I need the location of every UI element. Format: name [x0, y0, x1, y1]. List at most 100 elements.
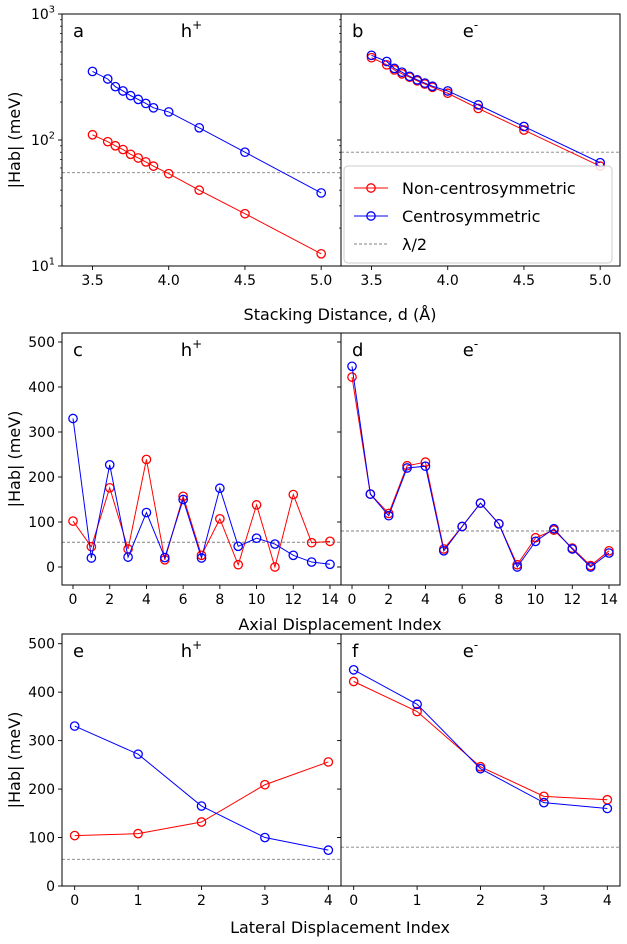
- x-tick-label: 4: [603, 893, 612, 909]
- noncentro-point: [133, 828, 143, 839]
- centro-point: [427, 81, 438, 92]
- x-tick-label: 3.5: [360, 273, 382, 289]
- noncentro-series-line: [351, 377, 610, 567]
- panel-carrier-label: e-: [463, 18, 478, 42]
- x-axis-label-row-1: Stacking Distance, d (Å): [244, 305, 437, 324]
- y-axis-label: |Hab| (meV): [5, 411, 24, 508]
- x-tick-label: 3.5: [81, 273, 103, 289]
- centro-point: [442, 86, 453, 96]
- centro-point: [404, 71, 415, 82]
- noncentro-point: [473, 103, 484, 114]
- centro-point: [110, 81, 121, 92]
- centro-point: [141, 507, 152, 518]
- y-tick-label: 200: [28, 470, 55, 486]
- centro-point: [473, 100, 484, 110]
- legend-box: [343, 165, 613, 264]
- x-tick-label: 4.5: [234, 273, 256, 289]
- x-tick-label: 0: [69, 592, 78, 608]
- noncentro-point: [68, 516, 78, 526]
- y-tick-label: 103: [31, 5, 55, 23]
- centro-point: [102, 74, 113, 84]
- noncentro-series-line: [353, 681, 608, 801]
- panel-letter: e: [73, 641, 84, 662]
- axes-frame: [61, 633, 342, 887]
- y-tick-label: 102: [31, 131, 55, 149]
- panel-letter: b: [352, 21, 363, 42]
- noncentro-point: [86, 541, 97, 552]
- noncentro-point: [118, 144, 128, 155]
- axes-frame: [340, 633, 621, 887]
- legend: Non-centrosymmetric Centrosymmetric λ/2: [343, 165, 613, 264]
- y-tick-label: 400: [28, 380, 55, 396]
- centro-point: [475, 498, 486, 508]
- centro-point: [457, 521, 467, 532]
- legend-label-noncentro: Non-centrosymmetric: [402, 179, 576, 198]
- centro-point: [323, 845, 334, 855]
- centro-point: [420, 461, 431, 472]
- panel-letter: f: [352, 641, 359, 662]
- noncentro-series-line: [72, 459, 331, 569]
- panel-carrier-label: h+: [181, 638, 202, 662]
- centro-point: [86, 553, 97, 563]
- centro-series-line: [351, 366, 610, 569]
- centro-point: [125, 90, 136, 101]
- noncentro-point: [69, 830, 80, 841]
- centro-point: [383, 510, 394, 521]
- y-tick-label: 300: [28, 734, 55, 750]
- centro-point: [260, 832, 270, 843]
- centro-point: [133, 94, 144, 105]
- centro-point: [68, 413, 78, 424]
- centro-point: [148, 102, 159, 113]
- y-axis-label: |Hab| (meV): [5, 92, 24, 189]
- x-tick-label: 8: [215, 592, 224, 608]
- centro-point: [325, 559, 335, 570]
- x-tick-label: 1: [134, 893, 143, 909]
- x-tick-label: 10: [248, 592, 266, 608]
- panel-letter: d: [352, 340, 363, 361]
- y-tick-label: 100: [28, 515, 55, 531]
- noncentro-point: [194, 185, 205, 195]
- centro-point: [347, 361, 357, 372]
- x-tick-label: 3: [260, 893, 269, 909]
- x-tick-label: 2: [384, 592, 393, 608]
- centro-point: [133, 749, 143, 760]
- centro-point: [194, 122, 205, 133]
- centro-point: [87, 66, 98, 77]
- panel-e: 0 1 2 3 4 0 100 200 300 400 500 e h+: [28, 633, 342, 909]
- y-axis-label: |Hab| (meV): [5, 712, 24, 809]
- x-tick-label: 6: [179, 592, 188, 608]
- centro-point: [240, 147, 250, 158]
- x-tick-label: 4.5: [513, 273, 535, 289]
- noncentro-point: [215, 513, 225, 524]
- panel-f: 0 1 2 3 4 f e-: [337, 633, 621, 909]
- panel-d: 0 2 4 6 8 10 12 14 d e-: [337, 332, 621, 608]
- noncentro-point: [270, 562, 280, 572]
- noncentro-point: [87, 129, 98, 140]
- y-tick-label: 400: [28, 685, 55, 701]
- noncentro-point: [110, 140, 121, 151]
- centro-point: [251, 533, 262, 544]
- centro-point: [389, 63, 400, 74]
- centro-point: [438, 545, 449, 556]
- centro-point: [530, 536, 541, 547]
- centro-point: [316, 188, 327, 198]
- centro-point: [567, 544, 578, 554]
- centro-point: [475, 763, 486, 774]
- centro-series-line: [353, 669, 608, 809]
- x-tick-label: 14: [600, 592, 618, 608]
- panel-carrier-label: e-: [463, 337, 478, 361]
- y-tick-label: 500: [28, 637, 55, 653]
- noncentro-point: [240, 208, 250, 219]
- noncentro-point: [148, 161, 159, 172]
- centro-point: [270, 539, 280, 549]
- centro-point: [585, 562, 596, 572]
- x-tick-label: 5.0: [310, 273, 332, 289]
- centro-point: [233, 541, 244, 552]
- centro-point: [163, 107, 174, 117]
- centro-point: [512, 562, 523, 572]
- centro-point: [602, 803, 613, 814]
- x-tick-label: 3: [539, 893, 548, 909]
- x-tick-label: 4.0: [437, 273, 459, 289]
- centro-point: [365, 489, 376, 499]
